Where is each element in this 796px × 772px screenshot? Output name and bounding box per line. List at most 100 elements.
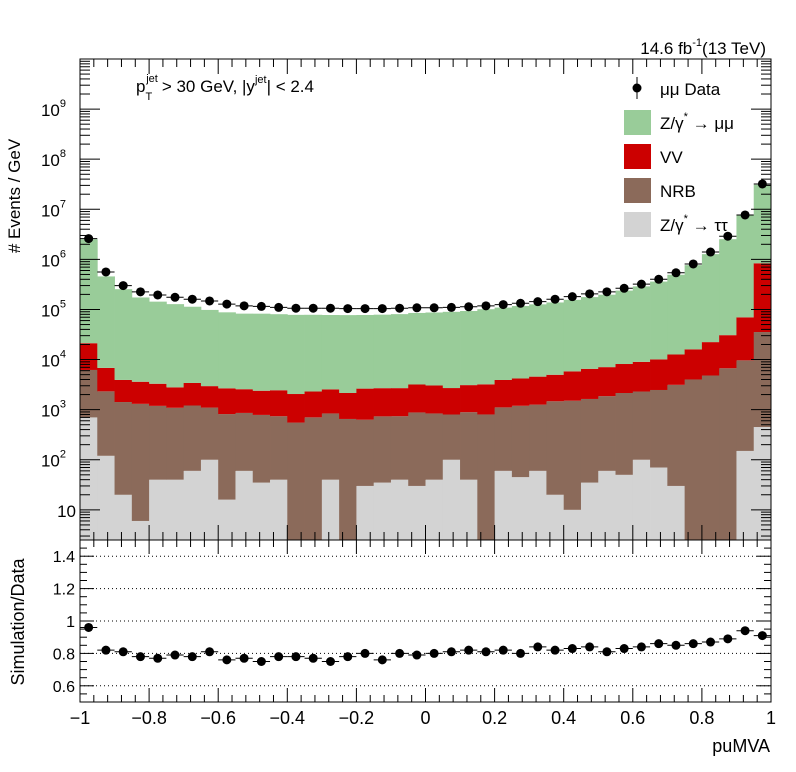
ratio-point: [429, 648, 439, 658]
stack-bar-z: [615, 290, 634, 365]
stack-bar-z: [252, 313, 271, 391]
y-tick-exponent: 4: [60, 349, 66, 361]
stack-bar-nrb: [494, 407, 513, 471]
data-point: [256, 301, 266, 311]
data-point: [222, 299, 232, 309]
data-point: [585, 289, 595, 299]
data-point: [654, 274, 664, 284]
stack-bar-nrb: [650, 389, 668, 468]
legend-data-marker: [632, 83, 642, 93]
stack-bar-z: [477, 309, 496, 385]
cut-text-1: > 30 GeV, |y: [162, 77, 256, 96]
stack-bar-z: [200, 459, 219, 540]
stack-bar-nrb: [114, 402, 133, 495]
y-tick-exponent: 3: [60, 399, 66, 411]
stack-bar-nrb: [632, 391, 651, 460]
stack-bar-vv: [218, 388, 236, 415]
stack-bar-vv: [149, 383, 167, 406]
ratio-point: [481, 647, 491, 657]
data-point: [153, 290, 163, 300]
ratio-point: [464, 645, 474, 655]
stack-bar-nrb: [200, 407, 219, 460]
data-point: [706, 247, 716, 257]
energy-label: (13 TeV): [702, 39, 766, 58]
stack-bar-z: [114, 289, 133, 380]
legend-ztautau-tail: → ττ: [688, 216, 728, 235]
data-point: [291, 303, 301, 313]
stack-bar-vv: [166, 387, 185, 408]
stack-bar-z: [183, 306, 202, 383]
luminosity-label: 14.6 fb-1(13 TeV): [640, 37, 766, 58]
stack-bar-z: [650, 467, 668, 540]
data-point: [757, 179, 767, 189]
data-point: [740, 210, 750, 220]
data-point: [567, 292, 577, 302]
stack-bar-vv: [390, 388, 409, 417]
ratio-point: [636, 642, 646, 652]
stack-bar-nrb: [563, 400, 582, 510]
legend-ztautau-sup: *: [684, 213, 689, 225]
stack-bar-z: [580, 482, 599, 540]
data-point: [481, 301, 491, 311]
ratio-point: [740, 626, 750, 636]
data-point: [325, 303, 335, 313]
data-point: [239, 301, 249, 311]
ratio-point: [153, 653, 163, 663]
stack-bar-z: [753, 427, 772, 540]
data-point: [636, 279, 646, 289]
selection-cut-label: pTjet > 30 GeV, |yjet| < 2.4: [136, 73, 314, 103]
ratio-point: [516, 648, 526, 658]
stack-bar-vv: [511, 378, 530, 406]
data-point: [101, 267, 111, 277]
y-tick-base: 10: [41, 352, 60, 371]
legend-entry-ztautau: Z/γ* → ττ: [624, 212, 728, 237]
stack-bar-nrb: [546, 401, 565, 495]
legend-label-ztautau: Z/γ* → ττ: [660, 213, 728, 235]
stack-bar-nrb: [235, 412, 254, 471]
stack-bar-z: [632, 459, 651, 540]
stack-bar-z: [149, 301, 167, 384]
stack-bar-vv: [356, 388, 375, 420]
y-tick-label: 102: [41, 449, 66, 471]
ratio-point: [757, 631, 767, 641]
stack-bar-vv: [200, 386, 219, 408]
stack-bar-vv: [494, 379, 513, 408]
stack-bar-vv: [235, 389, 254, 413]
x-tick-label: −0.6: [200, 708, 236, 728]
data-point: [464, 302, 474, 312]
stack-bar-z: [97, 455, 115, 540]
ratio-point: [706, 637, 716, 647]
stack-bar-z: [598, 470, 616, 540]
y-tick-exponent: 9: [60, 98, 66, 110]
stack-bar-z: [218, 312, 236, 389]
legend-zmumu-sup: *: [684, 111, 689, 123]
stack-bar-z: [270, 314, 288, 391]
stack-bar-z: [218, 499, 236, 540]
stack-bar-z: [183, 470, 202, 540]
stack-bar-vv: [650, 359, 668, 390]
ratio-point: [602, 647, 612, 657]
legend-swatch-ztautau: [624, 212, 651, 237]
ratio-point: [135, 652, 145, 662]
stack-bar-z: [736, 215, 755, 318]
stack-bar-vv: [339, 392, 357, 419]
stack-bar-vv: [667, 354, 686, 385]
stack-bar-z: [356, 314, 375, 389]
legend: μμ Data Z/γ* → μμ VV NRB Z/γ* → ττ: [624, 77, 734, 237]
stack-bar-vv: [183, 382, 202, 406]
stack-bar-z: [373, 482, 392, 540]
x-tick-label: −0.8: [131, 708, 167, 728]
legend-entry-data: μμ Data: [632, 77, 721, 99]
stack-bar-z: [442, 311, 461, 389]
ratio-point: [654, 639, 664, 649]
ratio-point: [308, 653, 318, 663]
legend-zmumu-name: Z/γ: [660, 114, 684, 133]
x-tick-label: 0.6: [620, 708, 645, 728]
x-tick-label: −0.4: [270, 708, 306, 728]
stack-bar-nrb: [684, 379, 703, 540]
data-point: [550, 294, 560, 304]
y-tick-base: 10: [41, 201, 60, 220]
